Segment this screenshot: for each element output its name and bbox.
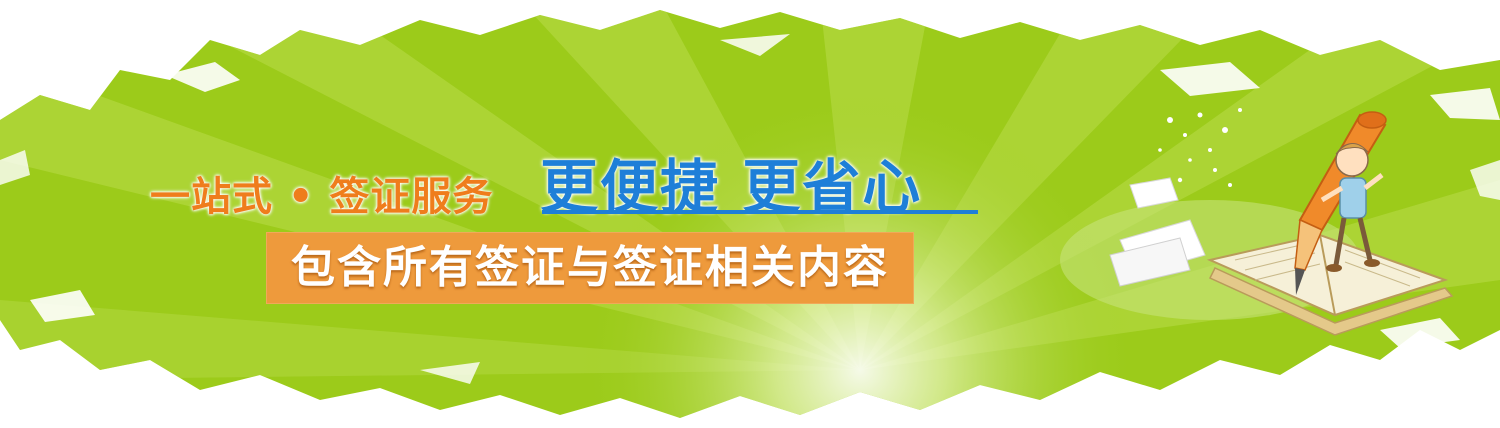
headline-one-stop-visa-service: 一站式 • 签证服务 bbox=[150, 174, 494, 220]
subtitle-box: 包含所有签证与签证相关内容 bbox=[266, 232, 914, 304]
boy-figure bbox=[1320, 143, 1384, 272]
boy-riding-pen-on-book-illustration bbox=[1060, 108, 1454, 336]
subtitle-text: 包含所有签证与签证相关内容 bbox=[291, 242, 889, 293]
headline-underline bbox=[542, 210, 978, 214]
sparkle-dots bbox=[1158, 108, 1242, 187]
paper-sheets-icon bbox=[1109, 177, 1206, 287]
headline-convenient-worry-free: 更便捷 更省心 bbox=[540, 153, 923, 221]
